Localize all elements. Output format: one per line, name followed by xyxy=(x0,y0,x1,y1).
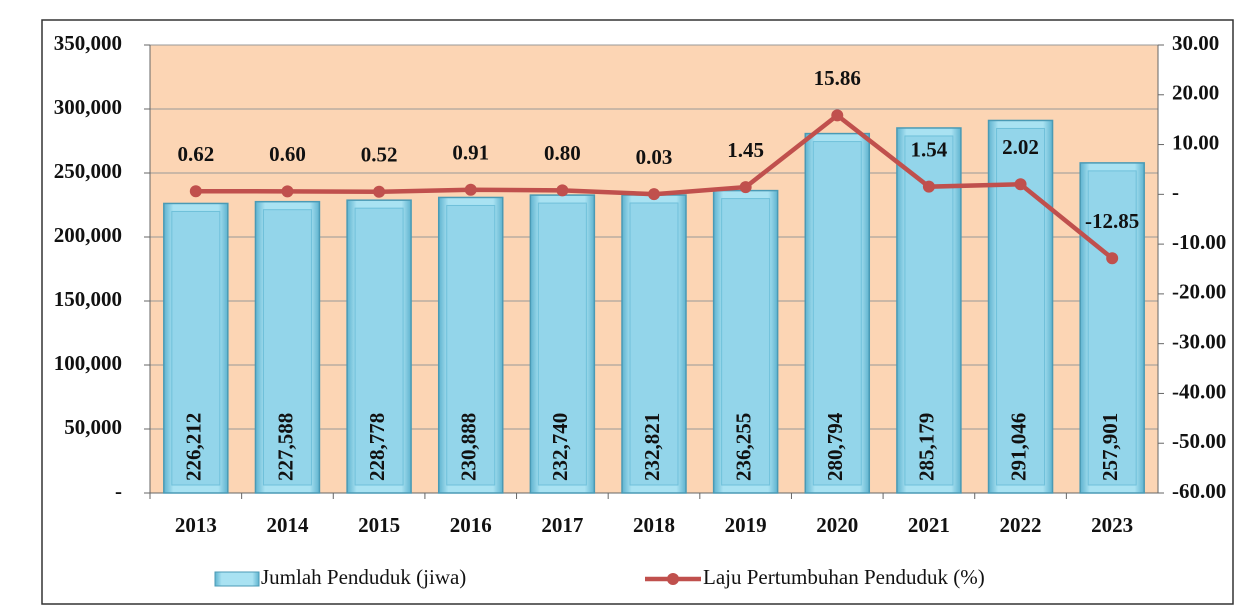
bar-inner xyxy=(904,135,954,486)
y-tick-label: - xyxy=(115,479,122,503)
y-tick-label: 100,000 xyxy=(54,351,122,375)
bar-inner xyxy=(354,207,404,486)
legend-swatch xyxy=(214,571,260,587)
line-value-label: 0.52 xyxy=(361,143,398,167)
y2-tick-label: -50.00 xyxy=(1172,429,1226,453)
x-tick-label: 2014 xyxy=(266,513,309,537)
line-value-label: 2.02 xyxy=(1002,135,1039,159)
x-tick-label: 2016 xyxy=(450,513,492,537)
y2-tick-label: 30.00 xyxy=(1172,31,1219,55)
line-marker xyxy=(373,185,386,198)
bar-value-label: 228,778 xyxy=(365,413,389,481)
line-value-label: -12.85 xyxy=(1085,209,1139,233)
y2-tick-label: 10.00 xyxy=(1172,130,1219,154)
line-marker xyxy=(1014,178,1027,191)
bar-value-label: 291,046 xyxy=(1006,413,1030,481)
bar-value-label: 232,740 xyxy=(548,413,572,481)
bar-inner xyxy=(537,202,587,486)
bar-value-label: 230,888 xyxy=(457,413,481,481)
y2-tick-label: - xyxy=(1172,180,1179,204)
line-value-label: 0.91 xyxy=(452,141,489,165)
bar-inner xyxy=(721,198,771,486)
legend-label: Jumlah Penduduk (jiwa) xyxy=(261,565,466,589)
y-tick-label: 150,000 xyxy=(54,287,122,311)
line-marker xyxy=(281,185,294,198)
x-tick-label: 2020 xyxy=(816,513,858,537)
x-tick-label: 2017 xyxy=(541,513,583,537)
bar-value-label: 257,901 xyxy=(1098,413,1122,481)
y2-tick-label: -20.00 xyxy=(1172,280,1226,304)
x-tick-label: 2021 xyxy=(908,513,950,537)
x-tick-label: 2013 xyxy=(175,513,217,537)
line-value-label: 1.54 xyxy=(911,137,948,161)
x-tick-label: 2019 xyxy=(725,513,767,537)
line-marker xyxy=(922,180,935,193)
line-marker xyxy=(831,109,844,122)
x-tick-label: 2015 xyxy=(358,513,400,537)
line-marker xyxy=(1106,252,1119,265)
bar-value-label: 236,255 xyxy=(731,413,755,481)
bar-inner xyxy=(812,141,862,486)
bar-inner xyxy=(446,204,496,486)
line-value-label: 0.62 xyxy=(177,142,214,166)
line-marker xyxy=(464,183,477,196)
bar-value-label: 227,588 xyxy=(273,413,297,481)
line-marker xyxy=(556,184,569,197)
bar-inner xyxy=(171,210,221,486)
y2-tick-label: -30.00 xyxy=(1172,329,1226,353)
x-tick-label: 2018 xyxy=(633,513,675,537)
y2-tick-label: -60.00 xyxy=(1172,479,1226,503)
x-tick-label: 2022 xyxy=(1000,513,1042,537)
line-marker xyxy=(739,181,752,194)
bar-value-label: 226,212 xyxy=(182,413,206,481)
y-tick-label: 50,000 xyxy=(64,415,122,439)
line-value-label: 0.60 xyxy=(269,142,306,166)
legend-label: Laju Pertumbuhan Penduduk (%) xyxy=(703,565,985,589)
legend-marker xyxy=(667,573,679,585)
line-value-label: 0.80 xyxy=(544,141,581,165)
bar-inner xyxy=(1087,170,1137,486)
y-tick-label: 250,000 xyxy=(54,159,122,183)
y2-tick-label: 20.00 xyxy=(1172,81,1219,105)
y2-tick-label: -40.00 xyxy=(1172,379,1226,403)
line-marker xyxy=(189,185,202,198)
bar-value-label: 285,179 xyxy=(915,413,939,481)
bar-inner xyxy=(629,202,679,486)
line-marker xyxy=(648,188,660,201)
bar-value-label: 280,794 xyxy=(823,412,847,481)
bar-value-label: 232,821 xyxy=(640,413,664,481)
x-tick-label: 2023 xyxy=(1091,513,1133,537)
bar-inner xyxy=(262,209,312,486)
y-tick-label: 300,000 xyxy=(54,95,122,119)
line-value-label: 1.45 xyxy=(727,138,764,162)
y-tick-label: 350,000 xyxy=(54,31,122,55)
y-tick-label: 200,000 xyxy=(54,223,122,247)
line-value-label: 0.03 xyxy=(636,145,673,169)
line-value-label: 15.86 xyxy=(814,66,861,90)
y2-tick-label: -10.00 xyxy=(1172,230,1226,254)
